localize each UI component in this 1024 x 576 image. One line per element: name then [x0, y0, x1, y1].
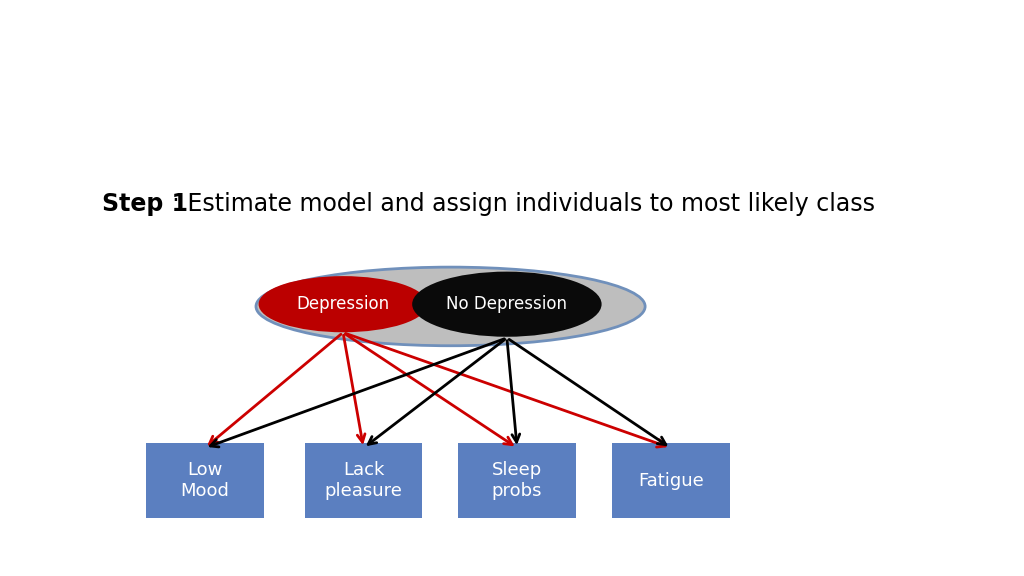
Text: Low
Mood: Low Mood	[180, 461, 229, 500]
Text: No Depression: No Depression	[446, 295, 567, 313]
Text: LCA with Covariates and Distal Outcomes:: LCA with Covariates and Distal Outcomes:	[41, 25, 746, 58]
Text: Sleep
probs: Sleep probs	[492, 461, 543, 500]
FancyBboxPatch shape	[459, 444, 575, 518]
Ellipse shape	[412, 272, 602, 337]
Text: Lack
pleasure: Lack pleasure	[325, 461, 402, 500]
FancyBboxPatch shape	[612, 444, 729, 518]
Text: Fatigue: Fatigue	[638, 472, 703, 490]
Text: : Estimate model and assign individuals to most likely class: : Estimate model and assign individuals …	[172, 192, 876, 216]
Text: Depression: Depression	[297, 295, 389, 313]
FancyBboxPatch shape	[146, 444, 264, 518]
Ellipse shape	[256, 267, 645, 346]
Text: 3 Step Approach: 3 Step Approach	[41, 78, 318, 112]
Text: Step 1: Step 1	[102, 192, 188, 216]
Ellipse shape	[258, 276, 428, 332]
FancyBboxPatch shape	[305, 444, 422, 518]
